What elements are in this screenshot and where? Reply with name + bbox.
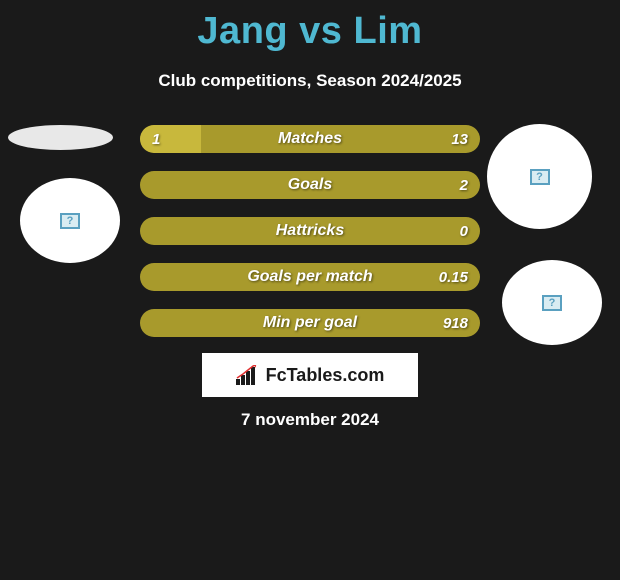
stat-row: Min per goal918 (140, 309, 480, 337)
stat-row: Goals2 (140, 171, 480, 199)
stat-label: Goals per match (140, 263, 480, 291)
stat-row: 1Matches13 (140, 125, 480, 153)
stat-right-value: 2 (460, 171, 468, 199)
stat-label: Matches (140, 125, 480, 153)
decorative-ellipse (8, 125, 113, 150)
stat-row: Goals per match0.15 (140, 263, 480, 291)
stat-label: Goals (140, 171, 480, 199)
placeholder-image-icon: ? (542, 295, 562, 311)
stats-bars: 1Matches13 Goals2 Hattricks0 Goals per matc… (140, 125, 480, 355)
avatar-left: ? (20, 178, 120, 263)
avatar-right-top: ? (487, 124, 592, 229)
page-title: Jang vs Lim (0, 0, 620, 53)
page-subtitle: Club competitions, Season 2024/2025 (0, 71, 620, 91)
bar-chart-icon (236, 365, 260, 385)
stat-label: Min per goal (140, 309, 480, 337)
stat-right-value: 13 (451, 125, 468, 153)
date-label: 7 november 2024 (0, 410, 620, 430)
stat-label: Hattricks (140, 217, 480, 245)
logo-text: FcTables.com (266, 365, 385, 386)
placeholder-image-icon: ? (530, 169, 550, 185)
source-logo: FcTables.com (202, 353, 418, 397)
placeholder-image-icon: ? (60, 213, 80, 229)
stat-row: Hattricks0 (140, 217, 480, 245)
avatar-right-bottom: ? (502, 260, 602, 345)
stat-right-value: 918 (443, 309, 468, 337)
stat-right-value: 0.15 (439, 263, 468, 291)
stat-right-value: 0 (460, 217, 468, 245)
